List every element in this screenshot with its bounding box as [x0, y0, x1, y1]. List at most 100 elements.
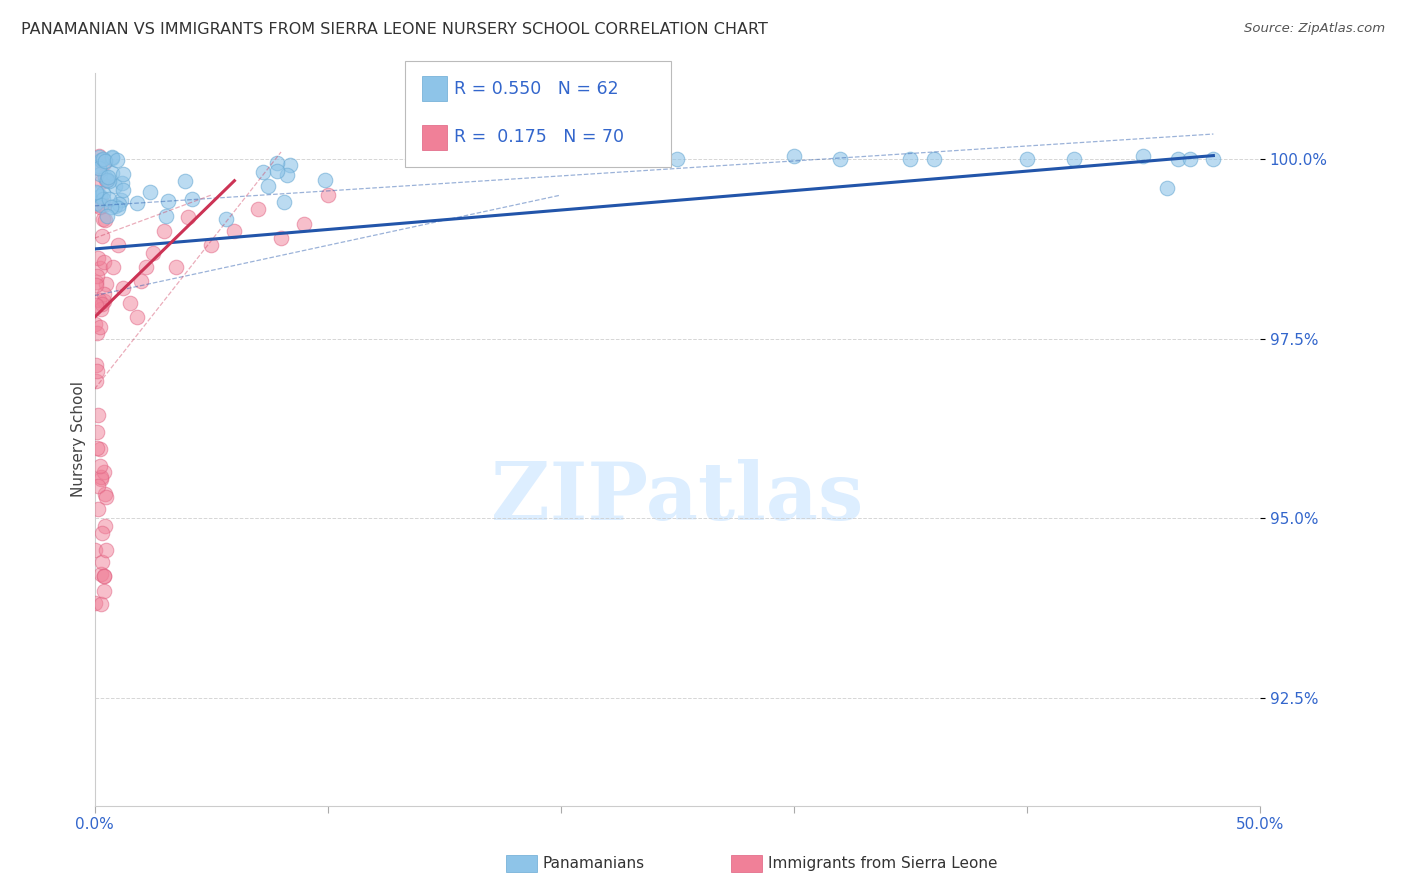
Immigrants from Sierra Leone — [83, 596, 105, 610]
Panamanians — [922, 152, 945, 166]
Text: Immigrants from Sierra Leone: Immigrants from Sierra Leone — [768, 856, 997, 871]
Immigrants from Sierra Leone — [94, 542, 117, 557]
Panamanians — [100, 200, 122, 214]
Y-axis label: Nursery School: Nursery School — [72, 381, 86, 497]
Panamanians — [1156, 181, 1178, 195]
Panamanians — [215, 212, 238, 227]
Text: ZIPatlas: ZIPatlas — [491, 458, 863, 537]
Panamanians — [127, 195, 149, 210]
Immigrants from Sierra Leone — [86, 358, 108, 372]
Immigrants from Sierra Leone — [87, 479, 110, 493]
Immigrants from Sierra Leone — [89, 320, 111, 334]
Immigrants from Sierra Leone — [118, 295, 141, 310]
Immigrants from Sierra Leone — [90, 175, 112, 189]
Panamanians — [252, 165, 274, 179]
Panamanians — [111, 167, 134, 181]
Panamanians — [93, 186, 115, 200]
Immigrants from Sierra Leone — [90, 597, 112, 611]
Panamanians — [105, 153, 128, 167]
Immigrants from Sierra Leone — [86, 326, 108, 340]
Immigrants from Sierra Leone — [142, 245, 165, 260]
Panamanians — [86, 185, 108, 199]
Panamanians — [157, 194, 180, 209]
Immigrants from Sierra Leone — [89, 458, 111, 473]
Panamanians — [103, 178, 125, 193]
Immigrants from Sierra Leone — [96, 490, 118, 504]
Immigrants from Sierra Leone — [177, 210, 200, 224]
Panamanians — [273, 194, 295, 209]
Panamanians — [266, 164, 288, 178]
Panamanians — [100, 152, 122, 166]
Immigrants from Sierra Leone — [292, 217, 315, 231]
Text: R =  0.175   N = 70: R = 0.175 N = 70 — [454, 128, 624, 146]
Immigrants from Sierra Leone — [129, 274, 152, 288]
Panamanians — [1167, 152, 1189, 166]
Panamanians — [89, 150, 111, 164]
Immigrants from Sierra Leone — [94, 487, 117, 501]
Panamanians — [98, 192, 121, 206]
Immigrants from Sierra Leone — [84, 542, 107, 557]
Panamanians — [181, 192, 204, 206]
Immigrants from Sierra Leone — [270, 231, 292, 245]
Panamanians — [100, 165, 122, 179]
Immigrants from Sierra Leone — [91, 211, 114, 226]
Panamanians — [550, 152, 572, 166]
Immigrants from Sierra Leone — [93, 255, 115, 269]
Text: Panamanians: Panamanians — [543, 856, 645, 871]
Immigrants from Sierra Leone — [135, 260, 157, 274]
Panamanians — [1202, 152, 1225, 166]
Immigrants from Sierra Leone — [90, 472, 112, 486]
Panamanians — [898, 152, 921, 166]
Immigrants from Sierra Leone — [84, 374, 107, 388]
Panamanians — [89, 159, 111, 173]
Immigrants from Sierra Leone — [125, 310, 148, 325]
Panamanians — [87, 161, 110, 175]
Immigrants from Sierra Leone — [111, 281, 134, 295]
Immigrants from Sierra Leone — [224, 224, 246, 238]
Immigrants from Sierra Leone — [93, 583, 115, 598]
Immigrants from Sierra Leone — [93, 156, 115, 170]
Immigrants from Sierra Leone — [84, 298, 107, 312]
Panamanians — [666, 152, 689, 166]
Immigrants from Sierra Leone — [87, 408, 110, 422]
Panamanians — [1063, 152, 1085, 166]
Panamanians — [107, 201, 129, 215]
Immigrants from Sierra Leone — [93, 293, 115, 308]
Immigrants from Sierra Leone — [84, 275, 107, 289]
Panamanians — [89, 188, 111, 202]
Panamanians — [314, 173, 336, 187]
Immigrants from Sierra Leone — [86, 441, 108, 455]
Panamanians — [111, 183, 134, 197]
Panamanians — [90, 197, 112, 211]
Panamanians — [111, 176, 134, 190]
Immigrants from Sierra Leone — [83, 317, 105, 331]
Panamanians — [94, 169, 117, 184]
Panamanians — [1132, 148, 1154, 162]
Immigrants from Sierra Leone — [91, 555, 114, 569]
Panamanians — [86, 186, 108, 200]
Panamanians — [1015, 152, 1038, 166]
Immigrants from Sierra Leone — [246, 202, 269, 217]
Panamanians — [1178, 152, 1201, 166]
Immigrants from Sierra Leone — [86, 501, 108, 516]
Panamanians — [96, 209, 118, 223]
Text: PANAMANIAN VS IMMIGRANTS FROM SIERRA LEONE NURSERY SCHOOL CORRELATION CHART: PANAMANIAN VS IMMIGRANTS FROM SIERRA LEO… — [21, 22, 768, 37]
Immigrants from Sierra Leone — [91, 229, 114, 244]
Panamanians — [110, 194, 132, 208]
Panamanians — [101, 150, 124, 164]
Panamanians — [97, 170, 120, 185]
Panamanians — [783, 148, 806, 162]
Immigrants from Sierra Leone — [153, 224, 176, 238]
Immigrants from Sierra Leone — [93, 465, 115, 479]
Immigrants from Sierra Leone — [90, 301, 112, 316]
Panamanians — [84, 195, 107, 210]
Panamanians — [830, 152, 852, 166]
Panamanians — [98, 174, 121, 188]
Panamanians — [139, 185, 162, 199]
Immigrants from Sierra Leone — [84, 277, 107, 292]
Immigrants from Sierra Leone — [316, 188, 339, 202]
Immigrants from Sierra Leone — [89, 200, 111, 214]
Panamanians — [89, 167, 111, 181]
Immigrants from Sierra Leone — [89, 293, 111, 308]
Panamanians — [91, 152, 114, 166]
